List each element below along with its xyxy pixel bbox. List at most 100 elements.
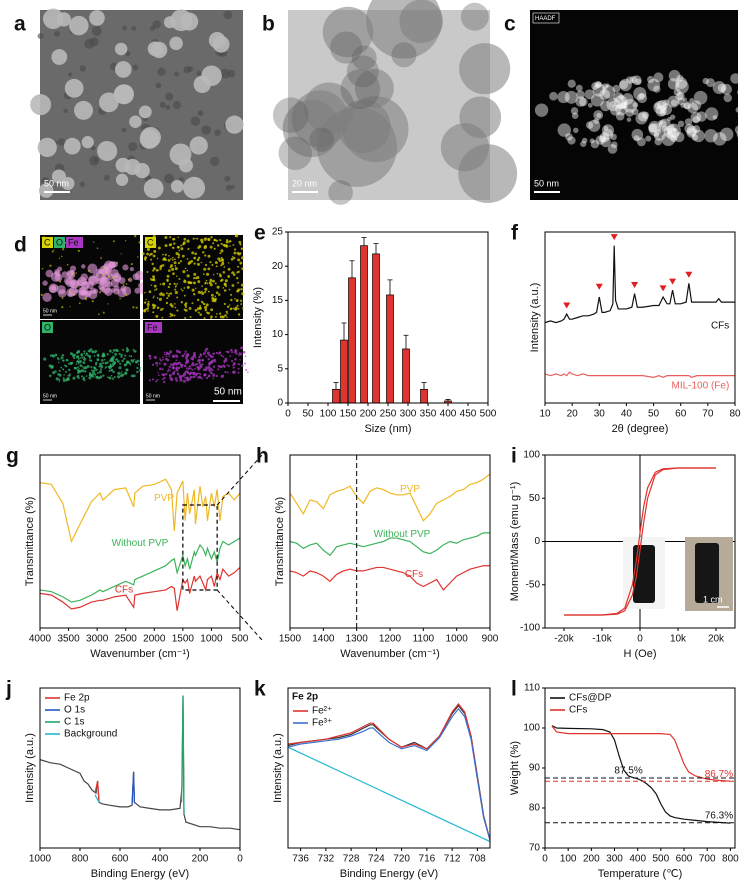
particle [59,280,62,283]
particle [115,173,129,186]
particle [672,127,677,132]
particle [590,93,604,107]
particle [112,349,116,352]
particle [120,355,123,358]
x-tick-label: 724 [368,854,385,865]
series-line [39,567,241,611]
particle [192,292,196,296]
particle [214,261,218,265]
particle [176,372,180,376]
x-tick-label: 500 [480,409,497,420]
error-bar [341,322,347,341]
peak-marker [563,302,571,309]
particle [590,140,600,149]
particle [712,81,726,95]
particle [227,267,231,271]
bar [402,348,410,404]
error-bar [387,279,393,295]
particle [174,285,177,288]
particle [217,293,221,296]
particle [677,97,685,106]
particle [619,80,629,90]
particle [66,359,69,362]
particle [174,265,177,267]
particle [115,61,132,78]
particle [61,305,64,309]
peak-marker [669,278,677,285]
tiny-scale-label: 50 nm [43,308,57,314]
particle [223,283,227,286]
particle [85,352,88,356]
particle [103,358,106,361]
x-axis-title: Binding Energy (eV) [91,868,189,880]
particle [692,129,705,143]
particle [208,281,212,285]
particle [619,100,628,110]
particle [104,287,113,297]
particle [201,292,205,296]
particle [212,373,216,377]
panel-label: j [5,678,12,701]
particle [174,267,178,271]
particle [82,376,85,380]
particle [87,269,91,272]
particle [227,262,230,264]
particle [594,81,602,89]
particle [638,92,645,99]
particle [79,65,87,72]
particle [176,282,179,285]
particle [81,136,94,149]
peak-marker [685,271,693,278]
particle [224,359,228,362]
particle [61,176,75,191]
particle [167,368,170,371]
particle [79,364,83,367]
particle [207,375,210,378]
particle [328,180,353,205]
particle [193,281,196,285]
particle [126,350,129,353]
particle [197,311,200,314]
series-line [181,695,185,815]
particle [117,371,121,375]
particle [214,299,217,303]
particle [160,360,163,362]
particle [237,307,240,310]
particle [186,239,190,243]
x-tick-label: 70 [702,409,714,420]
particle [221,315,225,319]
particle [106,376,109,379]
x-tick-label: 736 [292,854,309,865]
particle [169,236,172,239]
particle [222,355,225,358]
particle [69,15,89,36]
particle [149,253,152,256]
particle [626,76,634,84]
particle [351,45,377,71]
particle [167,259,171,262]
particle [549,91,558,101]
particle [667,123,681,138]
particle [241,292,245,296]
particle [119,297,121,300]
tiny-scale-label: 50 nm [146,393,160,399]
particle [241,256,244,260]
x-tick-label: 20 [567,409,579,420]
particle [169,315,171,318]
particle [80,354,83,357]
particle [83,366,86,370]
particle [98,365,101,368]
particle [212,242,215,245]
series-line [564,467,716,616]
particle [237,265,240,268]
reference-label: 87.5% [614,766,642,777]
particle [579,97,588,107]
particle [618,104,623,110]
particle [84,370,86,372]
particle [129,115,142,128]
series-label: Without PVP [374,529,431,540]
particle [77,357,80,360]
particle [192,375,195,378]
particle [188,378,192,381]
particle [129,363,132,366]
